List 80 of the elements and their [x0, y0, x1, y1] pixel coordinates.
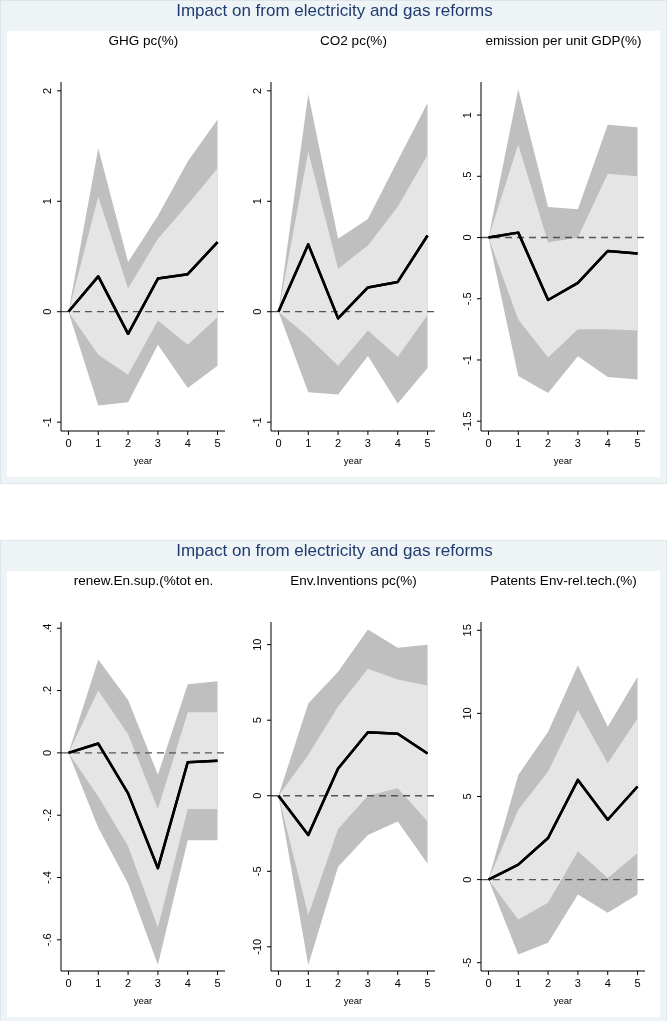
x-tick-label: 3 [154, 437, 161, 449]
x-tick-label: 1 [515, 437, 522, 449]
chart-subtitle: renew.En.sup.(%tot en. [72, 573, 215, 588]
y-tick-label: -1 [461, 355, 473, 365]
y-tick-label: 2 [251, 87, 263, 94]
y-tick-label: 0 [251, 792, 263, 799]
y-tick-label: 0 [461, 234, 473, 241]
x-tick-label: 2 [125, 977, 132, 989]
x-tick-label: 1 [515, 977, 522, 989]
x-tick-label: 1 [305, 977, 312, 989]
y-tick-label: -1.5 [461, 411, 473, 431]
y-tick-label: 0 [251, 308, 263, 315]
x-tick-label: 3 [364, 977, 371, 989]
chart-subtitle: Env.Inventions pc(%) [289, 573, 418, 588]
x-tick-label: 1 [95, 437, 102, 449]
y-tick-label: -5 [251, 866, 263, 877]
x-tick-label: 5 [214, 437, 221, 449]
x-tick-label: 0 [275, 437, 282, 449]
x-tick-label: 0 [485, 977, 492, 989]
chart-subtitle: CO2 pc(%) [319, 33, 388, 48]
y-tick-label: -.2 [41, 808, 53, 822]
text: Impact on from electricity and gas reforms [175, 541, 494, 561]
y-tick-label: -1 [41, 417, 53, 428]
x-axis-title: year [553, 455, 573, 466]
y-tick-label: 1 [41, 198, 53, 205]
y-tick-label: -10 [251, 938, 263, 955]
x-axis-title: year [343, 995, 363, 1006]
y-tick-label: -.6 [41, 933, 53, 947]
x-tick-label: 3 [154, 977, 161, 989]
y-tick-label: 0 [41, 749, 53, 756]
y-tick-label: .2 [41, 685, 53, 696]
x-tick-label: 5 [424, 437, 431, 449]
x-axis-title: year [133, 995, 153, 1006]
y-tick-label: -.5 [461, 292, 473, 306]
x-tick-label: 0 [65, 977, 72, 989]
x-tick-label: 3 [364, 437, 371, 449]
x-axis-title: year [343, 455, 363, 466]
y-tick-label: -1 [251, 417, 263, 428]
x-tick-label: 1 [95, 977, 102, 989]
x-tick-label: 0 [275, 977, 282, 989]
y-tick-label: 1 [461, 112, 473, 119]
chart-subtitle: GHG pc(%) [107, 33, 180, 48]
x-tick-label: 2 [545, 977, 552, 989]
text: Impact on from electricity and gas reforms [175, 1, 494, 21]
x-axis-title: year [553, 995, 573, 1006]
y-tick-label: 5 [461, 793, 473, 800]
x-tick-label: 2 [125, 437, 132, 449]
x-tick-label: 2 [335, 977, 342, 989]
x-tick-label: 4 [604, 977, 611, 989]
x-tick-label: 4 [184, 977, 191, 989]
x-tick-label: 1 [305, 437, 312, 449]
x-tick-label: 0 [485, 437, 492, 449]
y-tick-label: 0 [41, 308, 53, 315]
x-tick-label: 5 [634, 437, 641, 449]
x-tick-label: 0 [65, 437, 72, 449]
x-tick-label: 3 [574, 437, 581, 449]
y-tick-label: 5 [251, 717, 263, 724]
x-tick-label: 4 [394, 977, 401, 989]
y-tick-label: .5 [461, 171, 473, 181]
y-tick-label: 1 [251, 198, 263, 205]
x-tick-label: 5 [634, 977, 641, 989]
x-tick-label: 2 [335, 437, 342, 449]
y-tick-label: -.4 [41, 871, 53, 884]
y-tick-label: 0 [461, 876, 473, 883]
x-tick-label: 5 [424, 977, 431, 989]
y-tick-label: 10 [251, 638, 263, 651]
x-tick-label: 4 [184, 437, 191, 449]
x-tick-label: 5 [214, 977, 221, 989]
x-tick-label: 4 [604, 437, 611, 449]
y-tick-label: 10 [461, 707, 473, 720]
chart-subtitle: emission per unit GDP(%) [484, 33, 643, 48]
x-tick-label: 3 [574, 977, 581, 989]
y-tick-label: 15 [461, 624, 473, 637]
x-tick-label: 2 [545, 437, 552, 449]
y-tick-label: -5 [461, 957, 473, 968]
x-tick-label: 4 [394, 437, 401, 449]
y-tick-label: .4 [41, 623, 53, 633]
y-tick-label: 2 [41, 87, 53, 94]
chart-subtitle: Patents Env-rel.tech.(%) [489, 573, 638, 588]
x-axis-title: year [133, 455, 153, 466]
